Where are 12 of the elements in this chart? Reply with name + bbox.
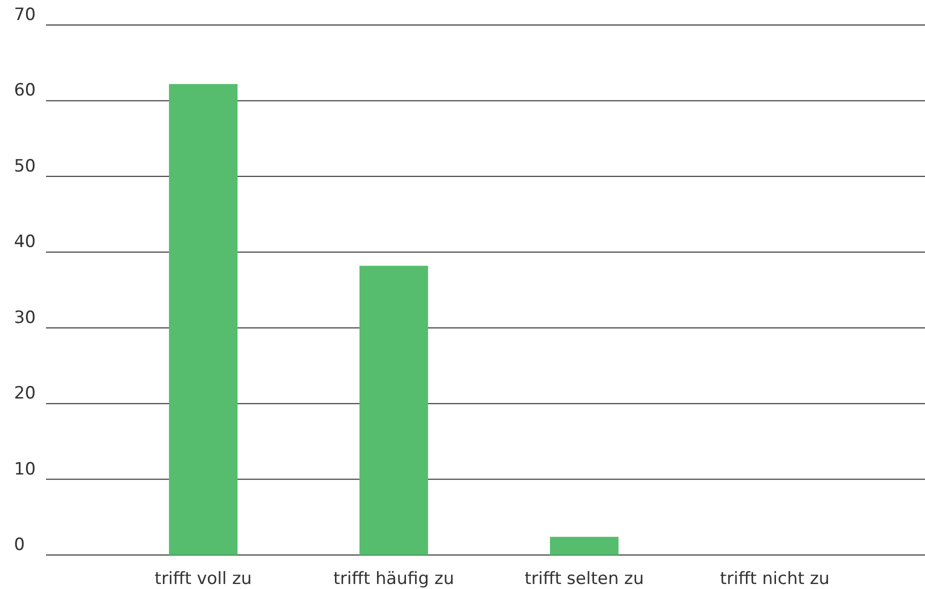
y-tick-label: 40: [14, 232, 36, 252]
y-tick-label: 10: [14, 459, 36, 480]
y-tick-label: 60: [14, 80, 36, 101]
x-tick-label: trifft nicht zu: [720, 569, 830, 589]
x-tick-label: trifft selten zu: [524, 569, 644, 589]
y-tick-label: 50: [14, 156, 36, 176]
y-tick-label: 30: [14, 308, 36, 328]
y-tick-label: 20: [14, 384, 36, 404]
y-tick-label: 0: [14, 535, 25, 555]
x-tick-label: trifft häufig zu: [333, 569, 454, 589]
x-tick-label: trifft voll zu: [154, 569, 252, 589]
y-tick-label: 70: [14, 5, 36, 25]
